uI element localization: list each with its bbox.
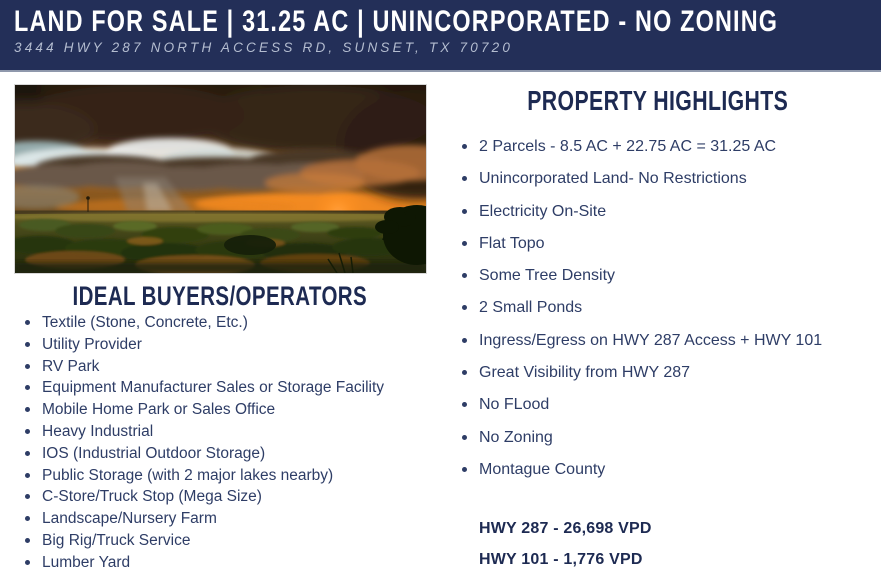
ideal-buyer-item-label: Equipment Manufacturer Sales or Storage … xyxy=(42,379,385,397)
ideal-buyer-item-label: C-Store/Truck Stop (Mega Size) xyxy=(42,488,262,506)
ideal-buyer-item-label: IOS (Industrial Outdoor Storage) xyxy=(42,444,266,462)
highlight-item-label: Montague County xyxy=(479,460,606,478)
ideal-buyer-item: Textile (Stone, Concrete, Etc.) xyxy=(23,312,443,334)
ideal-buyer-item-label: Utility Provider xyxy=(42,335,142,353)
property-highlights-heading: PROPERTY HIGHLIGHTS xyxy=(527,85,789,116)
ideal-buyers-heading: IDEAL BUYERS/OPERATORS xyxy=(72,281,367,311)
highlight-item: Electricity On-Site xyxy=(460,202,875,222)
highlight-item: Great Visibility from HWY 287 xyxy=(460,363,875,383)
ideal-buyer-item: Equipment Manufacturer Sales or Storage … xyxy=(23,377,443,399)
bullet-icon xyxy=(462,208,467,214)
bullet-icon xyxy=(462,370,467,376)
ideal-buyer-item: RV Park xyxy=(23,356,443,378)
ideal-buyer-item: C-Store/Truck Stop (Mega Size) xyxy=(23,486,443,508)
ideal-buyer-item: Public Storage (with 2 major lakes nearb… xyxy=(23,465,443,487)
sunset-pasture-illustration xyxy=(15,85,426,273)
highlight-item-label: No Zoning xyxy=(479,428,553,446)
ideal-buyer-item-label: RV Park xyxy=(42,357,100,375)
traffic-counts: HWY 287 - 26,698 VPD HWY 101 - 1,776 VPD xyxy=(479,519,652,581)
highlight-item-label: Electricity On-Site xyxy=(479,202,607,220)
bullet-icon xyxy=(462,273,467,279)
bullet-icon xyxy=(462,434,467,440)
highlight-item: Some Tree Density xyxy=(460,266,875,286)
ideal-buyer-item: Landscape/Nursery Farm xyxy=(23,508,443,530)
bullet-icon xyxy=(25,407,30,413)
highlight-item: 2 Small Ponds xyxy=(460,298,875,318)
ideal-buyer-item: Lumber Yard xyxy=(23,552,443,574)
highlight-item: 2 Parcels - 8.5 AC + 22.75 AC = 31.25 AC xyxy=(460,137,875,157)
flyer-title: LAND FOR SALE | 31.25 AC | UNINCORPORATE… xyxy=(14,5,881,39)
bullet-icon xyxy=(25,494,30,500)
ideal-buyer-item-label: Landscape/Nursery Farm xyxy=(42,510,217,528)
bullet-icon xyxy=(25,472,30,478)
ideal-buyer-item-label: Mobile Home Park or Sales Office xyxy=(42,401,276,419)
property-highlights-list: 2 Parcels - 8.5 AC + 22.75 AC = 31.25 AC… xyxy=(460,137,875,492)
property-photo xyxy=(14,84,427,274)
property-address: 3444 HWY 287 NORTH ACCESS RD, SUNSET, TX… xyxy=(14,40,514,55)
ideal-buyer-item-label: Lumber Yard xyxy=(42,553,131,571)
highlight-item-label: 2 Small Ponds xyxy=(479,299,583,317)
highlight-item: Ingress/Egress on HWY 287 Access + HWY 1… xyxy=(460,331,875,351)
flyer-title-text: LAND FOR SALE | 31.25 AC | UNINCORPORATE… xyxy=(14,5,779,38)
highlight-item: Montague County xyxy=(460,460,875,480)
header-divider xyxy=(0,70,881,72)
bullet-icon xyxy=(462,176,467,182)
bullet-icon xyxy=(462,144,467,149)
ideal-buyer-item-label: Big Rig/Truck Service xyxy=(42,531,191,549)
ideal-buyer-item: Big Rig/Truck Service xyxy=(23,530,443,552)
bullet-icon xyxy=(462,305,467,311)
bullet-icon xyxy=(25,320,30,325)
highlight-item-label: Great Visibility from HWY 287 xyxy=(479,364,691,382)
bullet-icon xyxy=(25,385,30,391)
bullet-icon xyxy=(25,516,30,522)
highlight-item: Unincorporated Land- No Restrictions xyxy=(460,169,875,189)
highlight-item: No FLood xyxy=(460,395,875,415)
highlight-item-label: Ingress/Egress on HWY 287 Access + HWY 1… xyxy=(479,331,823,349)
bullet-icon xyxy=(25,450,30,456)
ideal-buyer-item: Mobile Home Park or Sales Office xyxy=(23,399,443,421)
bullet-icon xyxy=(25,537,30,543)
ideal-buyers-list: Textile (Stone, Concrete, Etc.) Utility … xyxy=(23,312,443,574)
ideal-buyer-item: Utility Provider xyxy=(23,334,443,356)
highlight-item: No Zoning xyxy=(460,428,875,448)
ideal-buyer-item-label: Textile (Stone, Concrete, Etc.) xyxy=(42,314,248,331)
highlight-item-label: Some Tree Density xyxy=(479,267,616,285)
ideal-buyer-item: Heavy Industrial xyxy=(23,421,443,443)
highlight-item: Flat Topo xyxy=(460,234,875,254)
ideal-buyer-item-label: Heavy Industrial xyxy=(42,422,154,440)
highlight-item-label: No FLood xyxy=(479,396,550,414)
bullet-icon xyxy=(25,428,30,434)
ideal-buyer-item-label: Public Storage (with 2 major lakes nearb… xyxy=(42,466,334,484)
bullet-icon xyxy=(462,337,467,343)
highlight-item-label: 2 Parcels - 8.5 AC + 22.75 AC = 31.25 AC xyxy=(479,138,777,155)
traffic-count-line: HWY 101 - 1,776 VPD xyxy=(479,551,643,568)
highlight-item-label: Flat Topo xyxy=(479,234,545,252)
highlight-item-label: Unincorporated Land- No Restrictions xyxy=(479,170,747,188)
bullet-icon xyxy=(462,402,467,408)
bullet-icon xyxy=(462,240,467,246)
bullet-icon xyxy=(462,466,467,472)
bullet-icon xyxy=(25,363,30,369)
bullet-icon xyxy=(25,341,30,347)
header-band: LAND FOR SALE | 31.25 AC | UNINCORPORATE… xyxy=(0,0,881,70)
traffic-count-line: HWY 287 - 26,698 VPD xyxy=(479,520,652,537)
ideal-buyer-item: IOS (Industrial Outdoor Storage) xyxy=(23,443,443,465)
bullet-icon xyxy=(25,559,30,565)
